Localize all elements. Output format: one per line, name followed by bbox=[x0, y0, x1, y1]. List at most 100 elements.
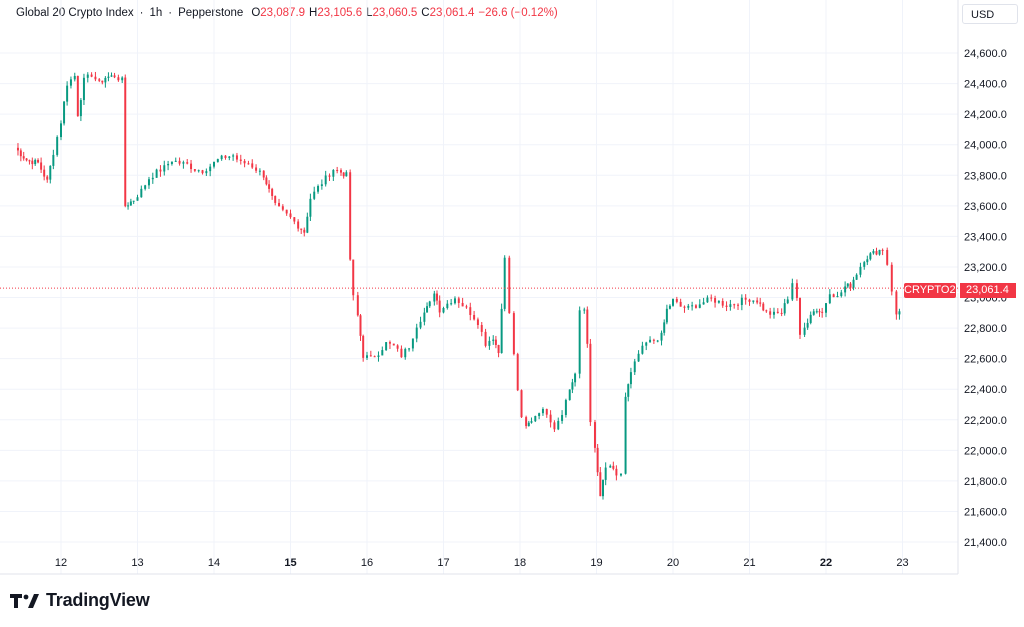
candle bbox=[400, 345, 403, 358]
candle bbox=[216, 158, 219, 163]
candle bbox=[494, 335, 497, 349]
candle bbox=[423, 307, 426, 326]
legend-low: 23,060.5 bbox=[372, 7, 418, 19]
candle bbox=[190, 159, 193, 173]
candle bbox=[76, 75, 79, 117]
candle bbox=[450, 298, 453, 306]
candle bbox=[656, 339, 659, 343]
candle bbox=[675, 296, 678, 304]
candle bbox=[332, 169, 335, 181]
candle bbox=[795, 279, 798, 301]
candle bbox=[274, 195, 277, 206]
candle bbox=[508, 255, 511, 314]
candle bbox=[151, 172, 154, 184]
candle bbox=[415, 323, 418, 343]
legend-source: Pepperstone bbox=[178, 7, 244, 19]
candle bbox=[436, 290, 438, 305]
legend-open-label: O bbox=[251, 7, 261, 19]
candle bbox=[129, 198, 132, 206]
candle bbox=[698, 299, 701, 309]
time-tick-label: 16 bbox=[361, 557, 373, 569]
candle bbox=[136, 194, 139, 201]
candle bbox=[317, 184, 320, 194]
candle bbox=[557, 417, 560, 431]
candle bbox=[637, 350, 640, 362]
candle bbox=[492, 335, 495, 345]
candle bbox=[652, 338, 655, 344]
candle bbox=[593, 419, 596, 453]
candle bbox=[748, 298, 751, 306]
candle bbox=[278, 198, 281, 207]
candle bbox=[31, 157, 34, 170]
candle bbox=[247, 160, 250, 165]
tradingview-logo[interactable]: TradingView bbox=[10, 590, 150, 611]
candle bbox=[309, 193, 312, 221]
candle bbox=[564, 398, 567, 418]
candle bbox=[586, 306, 589, 348]
candle bbox=[213, 161, 215, 169]
candle bbox=[426, 302, 429, 313]
candle bbox=[875, 247, 878, 256]
candle bbox=[182, 160, 185, 169]
candle bbox=[733, 303, 736, 309]
candle bbox=[809, 311, 812, 325]
candle bbox=[359, 314, 362, 341]
candle bbox=[538, 412, 541, 420]
price-tick-label: 22,200.0 bbox=[964, 415, 1007, 427]
candle bbox=[683, 305, 686, 313]
candle bbox=[411, 338, 414, 352]
time-tick-label: 20 bbox=[667, 557, 679, 569]
candle bbox=[869, 252, 872, 261]
candle bbox=[453, 296, 456, 305]
candle bbox=[776, 308, 779, 314]
candle bbox=[769, 307, 772, 319]
legend-change: −26.6 (−0.12%) bbox=[478, 7, 558, 19]
candle bbox=[828, 289, 831, 305]
candle bbox=[140, 185, 143, 198]
tradingview-logo-icon bbox=[10, 593, 39, 608]
candle bbox=[144, 184, 147, 191]
candle bbox=[895, 290, 898, 320]
candle bbox=[665, 304, 668, 325]
candle bbox=[840, 289, 843, 298]
price-tick-label: 23,400.0 bbox=[964, 231, 1007, 243]
candle bbox=[124, 74, 127, 208]
candle bbox=[43, 165, 46, 181]
candle bbox=[159, 165, 162, 177]
candle bbox=[49, 165, 52, 184]
candle bbox=[702, 297, 705, 305]
candle bbox=[324, 170, 327, 187]
candle bbox=[438, 295, 441, 318]
candle bbox=[527, 420, 530, 427]
candle bbox=[484, 328, 487, 348]
candle bbox=[780, 308, 783, 317]
candle bbox=[342, 172, 345, 179]
candle bbox=[313, 186, 316, 201]
candle bbox=[578, 306, 581, 379]
candle bbox=[729, 299, 732, 311]
candle bbox=[239, 154, 242, 165]
candle bbox=[281, 204, 284, 212]
candle bbox=[520, 389, 523, 419]
candle bbox=[762, 302, 765, 312]
currency-button[interactable]: USD bbox=[962, 4, 1018, 24]
candle bbox=[574, 372, 577, 387]
candle bbox=[890, 262, 893, 296]
candle bbox=[852, 276, 855, 291]
candle bbox=[541, 407, 544, 416]
candle bbox=[627, 383, 630, 402]
candle bbox=[22, 151, 25, 161]
candle bbox=[645, 341, 648, 351]
candle bbox=[815, 308, 818, 314]
legend-low-label: L bbox=[366, 7, 373, 19]
time-tick-label: 13 bbox=[131, 557, 143, 569]
candle bbox=[571, 378, 574, 394]
legend-interval[interactable]: 1h bbox=[149, 7, 163, 19]
candle bbox=[28, 159, 31, 165]
candle bbox=[404, 347, 407, 360]
candle bbox=[285, 209, 288, 216]
candle bbox=[473, 310, 476, 321]
candle bbox=[34, 158, 37, 166]
symbol-price-tag[interactable]: CRYPTO20 bbox=[904, 283, 962, 298]
